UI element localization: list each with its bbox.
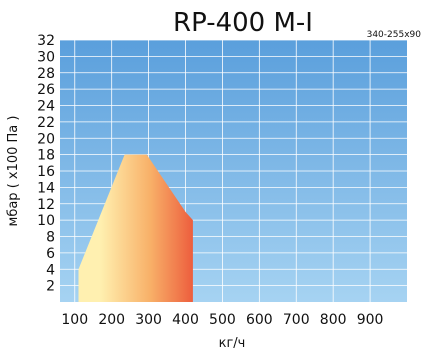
x-tick-labels: 100 200 300 400 500 600 700 800 900 bbox=[61, 312, 383, 328]
y-tick-label: 20 bbox=[37, 131, 55, 147]
x-tick-label: 900 bbox=[357, 312, 384, 328]
x-tick-label: 800 bbox=[320, 312, 347, 328]
y-tick-label: 24 bbox=[37, 99, 55, 115]
model-code: 340-255x90 bbox=[367, 30, 422, 40]
y-tick-label: 14 bbox=[37, 180, 55, 196]
x-tick-label: 400 bbox=[172, 312, 199, 328]
x-tick-label: 500 bbox=[209, 312, 236, 328]
y-tick-label: 8 bbox=[46, 230, 55, 246]
y-tick-label: 26 bbox=[37, 82, 55, 98]
y-tick-label: 28 bbox=[37, 66, 55, 82]
y-tick-label: 18 bbox=[37, 148, 55, 164]
y-tick-label: 6 bbox=[46, 246, 55, 262]
y-tick-label: 22 bbox=[37, 115, 55, 131]
x-tick-label: 600 bbox=[246, 312, 273, 328]
y-tick-label: 30 bbox=[37, 49, 55, 65]
y-tick-label: 4 bbox=[46, 262, 55, 278]
y-tick-label: 32 bbox=[37, 33, 55, 49]
x-axis-label: кг/ч bbox=[219, 336, 246, 351]
x-tick-label: 200 bbox=[98, 312, 125, 328]
x-tick-label: 700 bbox=[283, 312, 310, 328]
chart-title: RP-400 M-I bbox=[173, 8, 313, 38]
y-tick-label: 12 bbox=[37, 197, 55, 213]
y-tick-label: 16 bbox=[37, 164, 55, 180]
operating-region bbox=[78, 154, 193, 302]
y-tick-label: 10 bbox=[37, 213, 55, 229]
x-tick-label: 300 bbox=[135, 312, 162, 328]
x-tick-label: 100 bbox=[61, 312, 88, 328]
y-axis-label: мбар ( x100 Па ) bbox=[6, 116, 21, 227]
y-tick-label: 2 bbox=[46, 279, 55, 295]
